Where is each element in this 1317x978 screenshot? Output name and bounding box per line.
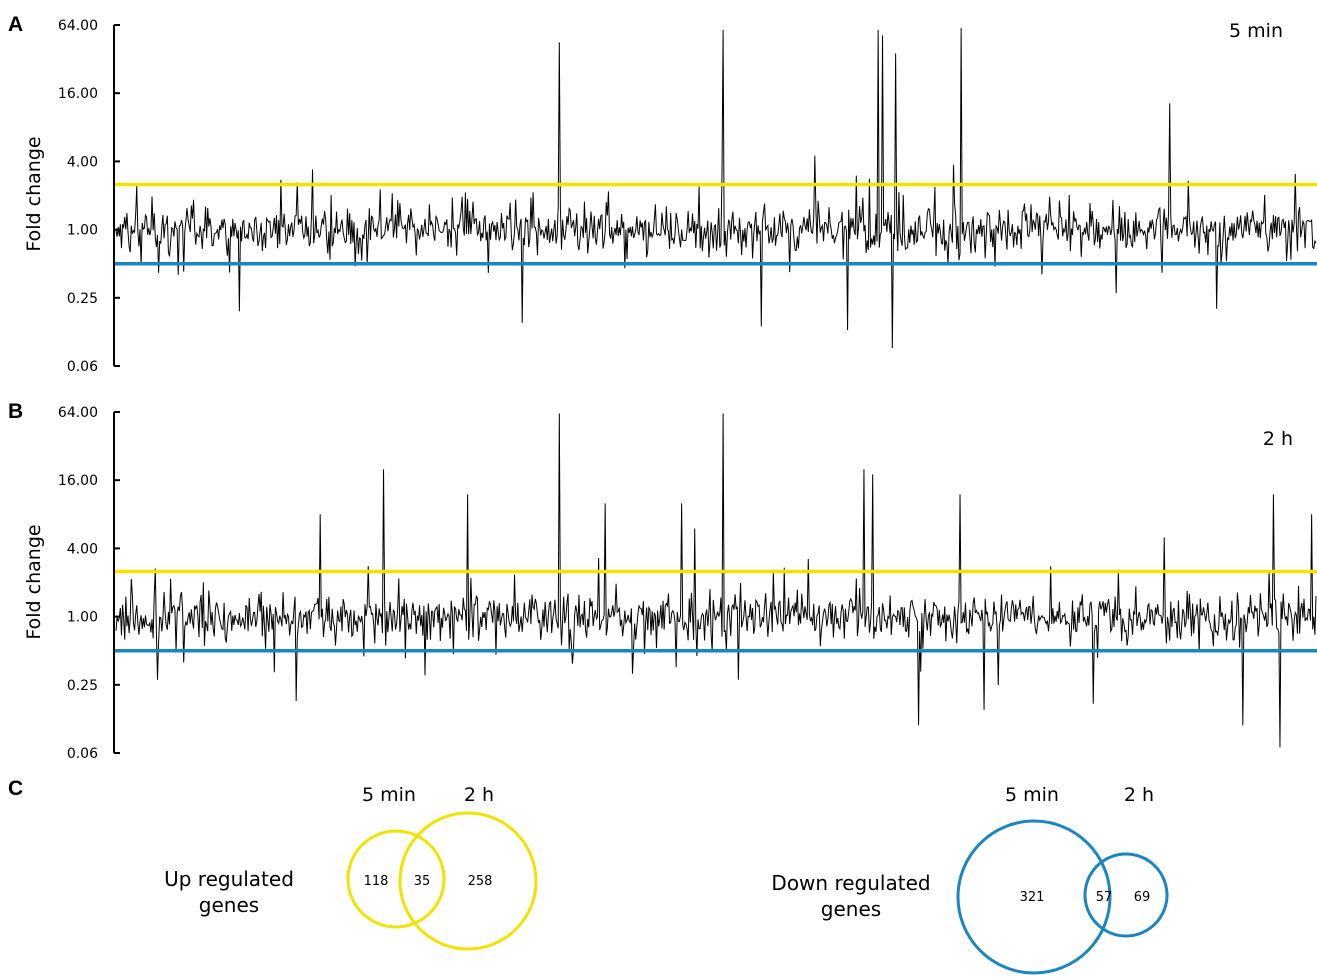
venn-down-circle-5min bbox=[956, 819, 1112, 975]
venn-down-label-line2: genes bbox=[821, 897, 881, 921]
panel-b-y-tick-label: 16.00 bbox=[58, 473, 98, 489]
venn-down-only-5min: 321 bbox=[1020, 890, 1045, 905]
panel-a-y-tick-label: 0.25 bbox=[67, 291, 98, 307]
venn-down-only-2h: 69 bbox=[1134, 890, 1151, 905]
venn-up-set2-label: 2 h bbox=[464, 784, 494, 806]
panel-a-y-tick-label: 64.00 bbox=[58, 18, 98, 34]
panel-b-y-tick-label: 64.00 bbox=[58, 405, 98, 421]
venn-up-overlap: 35 bbox=[414, 874, 431, 889]
panel-b: B Fold change 2 h 0.06 0.25 1.00 4.00 16.00 6… bbox=[8, 400, 1317, 762]
panel-b-y-tick-label: 0.06 bbox=[67, 746, 98, 762]
panel-a-trace bbox=[115, 28, 1317, 349]
venn-down-circle-2h bbox=[1083, 852, 1169, 938]
panel-a-y-tick-label: 16.00 bbox=[58, 86, 98, 102]
panel-b-time-point: 2 h bbox=[1263, 428, 1293, 450]
panel-a-fold-change-series bbox=[115, 28, 1317, 349]
panel-b-y-tick-label: 0.25 bbox=[67, 678, 98, 694]
venn-up-circle-2h bbox=[398, 811, 538, 951]
panel-a-time-point: 5 min bbox=[1229, 20, 1283, 42]
panel-a-y-axis: 0.06 0.25 1.00 4.00 16.00 64.00 bbox=[58, 18, 120, 375]
venn-up-label-line2: genes bbox=[199, 893, 259, 917]
venn-up-set1-label: 5 min bbox=[362, 784, 416, 806]
venn-up-only-5min: 118 bbox=[364, 874, 389, 889]
panel-a-y-tick-label: 0.06 bbox=[67, 359, 98, 375]
venn-up-circle-5min bbox=[346, 829, 446, 929]
panel-b-letter: B bbox=[8, 400, 23, 423]
panel-b-fold-change-series bbox=[115, 413, 1317, 748]
panel-b-trace bbox=[115, 413, 1317, 748]
venn-down-overlap: 57 bbox=[1096, 890, 1113, 905]
venn-up-label-line1: Up regulated bbox=[164, 867, 294, 891]
panel-c: C 5 min 2 h 118 35 258 Up regulated gene… bbox=[8, 777, 1169, 975]
panel-b-y-tick-label: 4.00 bbox=[67, 541, 98, 557]
venn-up-regulated: 5 min 2 h 118 35 258 Up regulated genes bbox=[164, 784, 538, 951]
panel-b-y-tick-label: 1.00 bbox=[67, 610, 98, 626]
venn-up-only-2h: 258 bbox=[468, 874, 493, 889]
venn-down-set2-label: 2 h bbox=[1124, 784, 1154, 806]
panel-a-letter: A bbox=[8, 13, 23, 36]
venn-down-set1-label: 5 min bbox=[1005, 784, 1059, 806]
panel-a-y-tick-label: 4.00 bbox=[67, 154, 98, 170]
venn-down-label-line1: Down regulated bbox=[771, 871, 930, 895]
panel-a-y-tick-label: 1.00 bbox=[67, 223, 98, 239]
panel-b-y-axis: 0.06 0.25 1.00 4.00 16.00 64.00 bbox=[58, 405, 120, 762]
panel-b-y-axis-label: Fold change bbox=[23, 524, 45, 639]
panel-a-y-axis-label: Fold change bbox=[23, 136, 45, 251]
panel-c-letter: C bbox=[8, 777, 23, 800]
panel-a: A Fold change 5 min 0.06 0.25 1.00 4.00 16.0… bbox=[8, 13, 1317, 375]
venn-down-regulated: 5 min 2 h 321 57 69 Down regulated genes bbox=[771, 784, 1169, 975]
